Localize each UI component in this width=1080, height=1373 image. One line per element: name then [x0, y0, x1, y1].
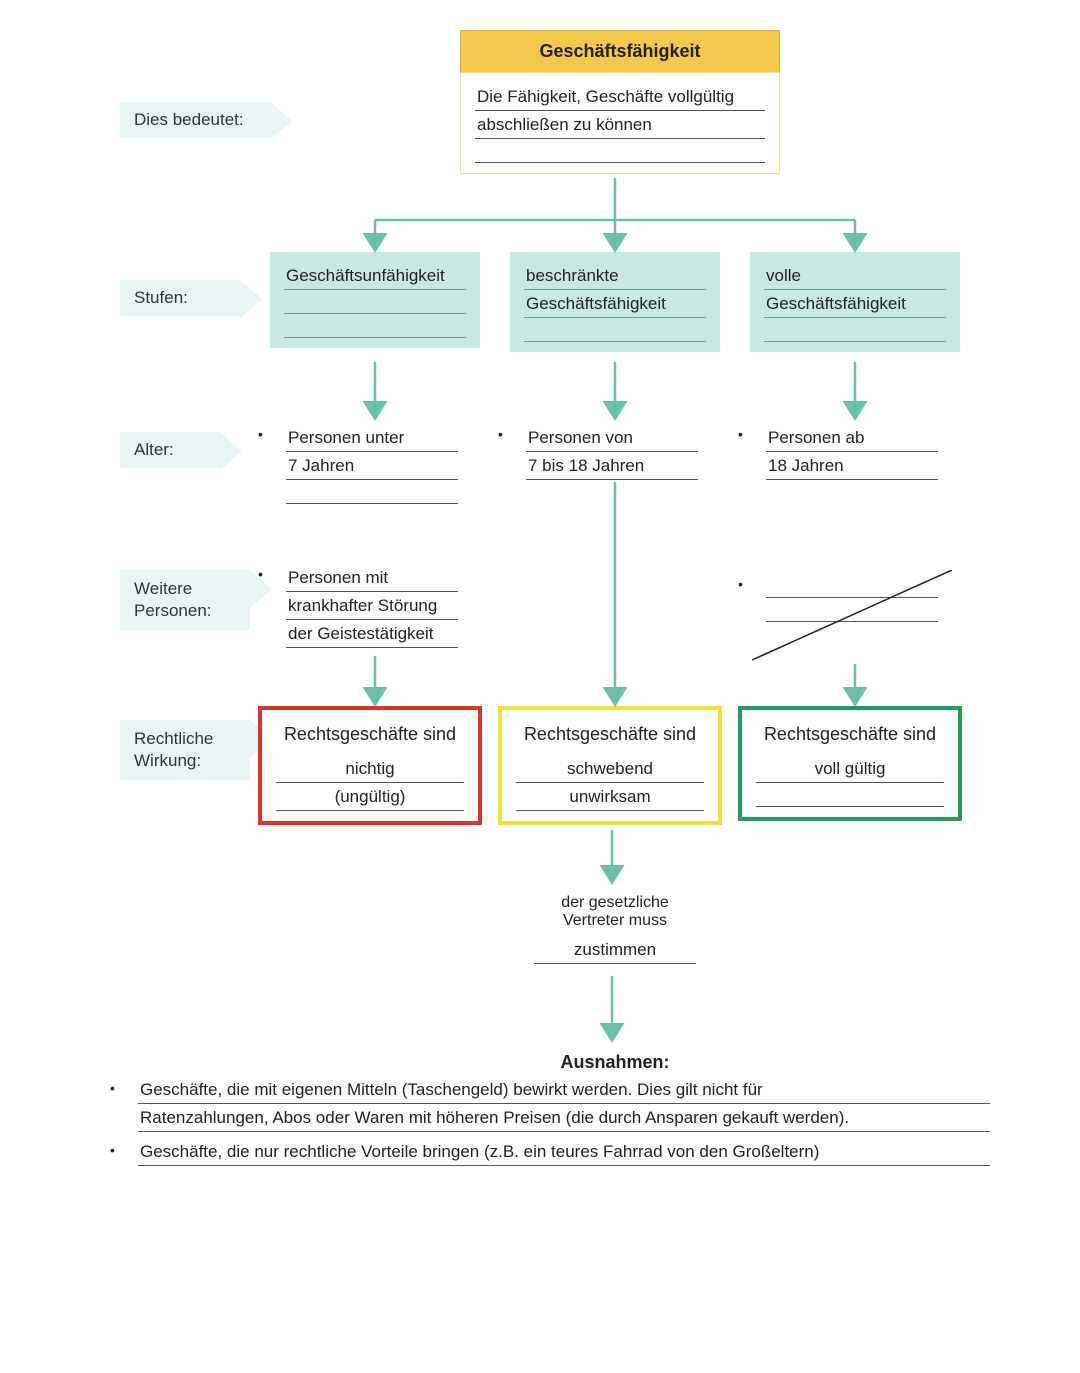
ausnahmen-title-text: Ausnahmen:: [560, 1052, 669, 1072]
bullet-icon: •: [110, 1138, 138, 1158]
outcome-col3-l1: voll gültig: [756, 755, 944, 783]
alter-col1-l1: Personen unter: [286, 424, 458, 452]
stufen-col2: beschränkte Geschäftsfähigkeit: [510, 252, 720, 352]
label-alter: Alter:: [120, 432, 220, 468]
vertreter-l3: zustimmen: [534, 936, 696, 964]
alter-col1-l3: [286, 480, 458, 504]
label-weitere-text: Weitere Personen:: [134, 579, 212, 620]
stufen-col1-l2: [284, 290, 466, 314]
weitere-col1: Personen mit krankhafter Störung der Gei…: [272, 554, 472, 658]
outcome-col1-l1: nichtig: [276, 755, 464, 783]
stufen-col3-l2: Geschäftsfähigkeit: [764, 290, 946, 318]
outcome-col1-title: Rechtsgeschäfte sind: [276, 720, 464, 755]
label-weitere: Weitere Personen:: [120, 570, 250, 630]
stufen-col1-l1: Geschäftsunfähigkeit: [284, 262, 466, 290]
label-definition-text: Dies bedeutet:: [134, 110, 244, 129]
crossout-icon: [752, 570, 952, 665]
label-alter-text: Alter:: [134, 440, 174, 459]
exception-item-2: • Geschäfte, die nur rechtliche Vorteile…: [110, 1138, 990, 1166]
stufen-col2-l3: [524, 318, 706, 342]
weitere-col1-l3: der Geistestätigkeit: [286, 620, 458, 648]
outcome-col2: Rechtsgeschäfte sind schwebend unwirksam: [498, 706, 722, 825]
bullet-icon: •: [258, 566, 263, 582]
outcome-col1-l2: (ungültig): [276, 783, 464, 811]
stufen-col2-l1: beschränkte: [524, 262, 706, 290]
exception-item-1: • Geschäfte, die mit eigenen Mitteln (Ta…: [110, 1076, 990, 1132]
definition-line2: abschließen zu können: [475, 111, 765, 139]
label-wirkung-text: Rechtliche Wirkung:: [134, 729, 213, 770]
alter-col2-l2: 7 bis 18 Jahren: [526, 452, 698, 480]
exc2-l1: Geschäfte, die nur rechtliche Vorteile b…: [138, 1138, 990, 1166]
stufen-col1-l3: [284, 314, 466, 338]
definition-line3: [475, 139, 765, 163]
stufen-col3: volle Geschäftsfähigkeit: [750, 252, 960, 352]
outcome-col2-title: Rechtsgeschäfte sind: [516, 720, 704, 755]
alter-col1-l2: 7 Jahren: [286, 452, 458, 480]
alter-col2: Personen von 7 bis 18 Jahren: [512, 414, 712, 490]
bullet-icon: •: [498, 426, 503, 442]
outcome-col2-l2: unwirksam: [516, 783, 704, 811]
definition-box: Die Fähigkeit, Geschäfte vollgültig absc…: [460, 72, 780, 174]
exc1-l1: Geschäfte, die mit eigenen Mitteln (Tasc…: [138, 1076, 990, 1104]
bullet-icon: •: [738, 576, 743, 592]
outcome-col1: Rechtsgeschäfte sind nichtig (ungültig): [258, 706, 482, 825]
label-stufen: Stufen:: [120, 280, 240, 316]
stufen-col2-l2: Geschäftsfähigkeit: [524, 290, 706, 318]
definition-line1: Die Fähigkeit, Geschäfte vollgültig: [475, 83, 765, 111]
stufen-col1: Geschäftsunfähigkeit: [270, 252, 480, 348]
vertreter-box: der gesetzliche Vertreter muss zustimmen: [520, 884, 710, 974]
alter-col3-l1: Personen ab: [766, 424, 938, 452]
exc1-l2: Ratenzahlungen, Abos oder Waren mit höhe…: [138, 1104, 990, 1132]
title-box: Geschäftsfähigkeit: [460, 30, 780, 73]
alter-col3: Personen ab 18 Jahren: [752, 414, 952, 490]
weitere-col1-l1: Personen mit: [286, 564, 458, 592]
vertreter-l1: der gesetzliche: [534, 894, 696, 912]
weitere-col1-l2: krankhafter Störung: [286, 592, 458, 620]
bullet-icon: •: [738, 426, 743, 442]
label-definition: Dies bedeutet:: [120, 102, 270, 138]
outcome-col3-l2: [756, 783, 944, 807]
label-wirkung: Rechtliche Wirkung:: [120, 720, 250, 780]
bullet-icon: •: [110, 1076, 138, 1096]
title-text: Geschäftsfähigkeit: [539, 41, 700, 61]
alter-col2-l1: Personen von: [526, 424, 698, 452]
stufen-col3-l1: volle: [764, 262, 946, 290]
outcome-col3-title: Rechtsgeschäfte sind: [756, 720, 944, 755]
alter-col1: Personen unter 7 Jahren: [272, 414, 472, 514]
exceptions-list: • Geschäfte, die mit eigenen Mitteln (Ta…: [110, 1076, 990, 1172]
stufen-col3-l3: [764, 318, 946, 342]
outcome-col3: Rechtsgeschäfte sind voll gültig: [738, 706, 962, 821]
alter-col3-l2: 18 Jahren: [766, 452, 938, 480]
label-stufen-text: Stufen:: [134, 288, 188, 307]
outcome-col2-l1: schwebend: [516, 755, 704, 783]
bullet-icon: •: [258, 426, 263, 442]
vertreter-l2: Vertreter muss: [534, 912, 696, 930]
